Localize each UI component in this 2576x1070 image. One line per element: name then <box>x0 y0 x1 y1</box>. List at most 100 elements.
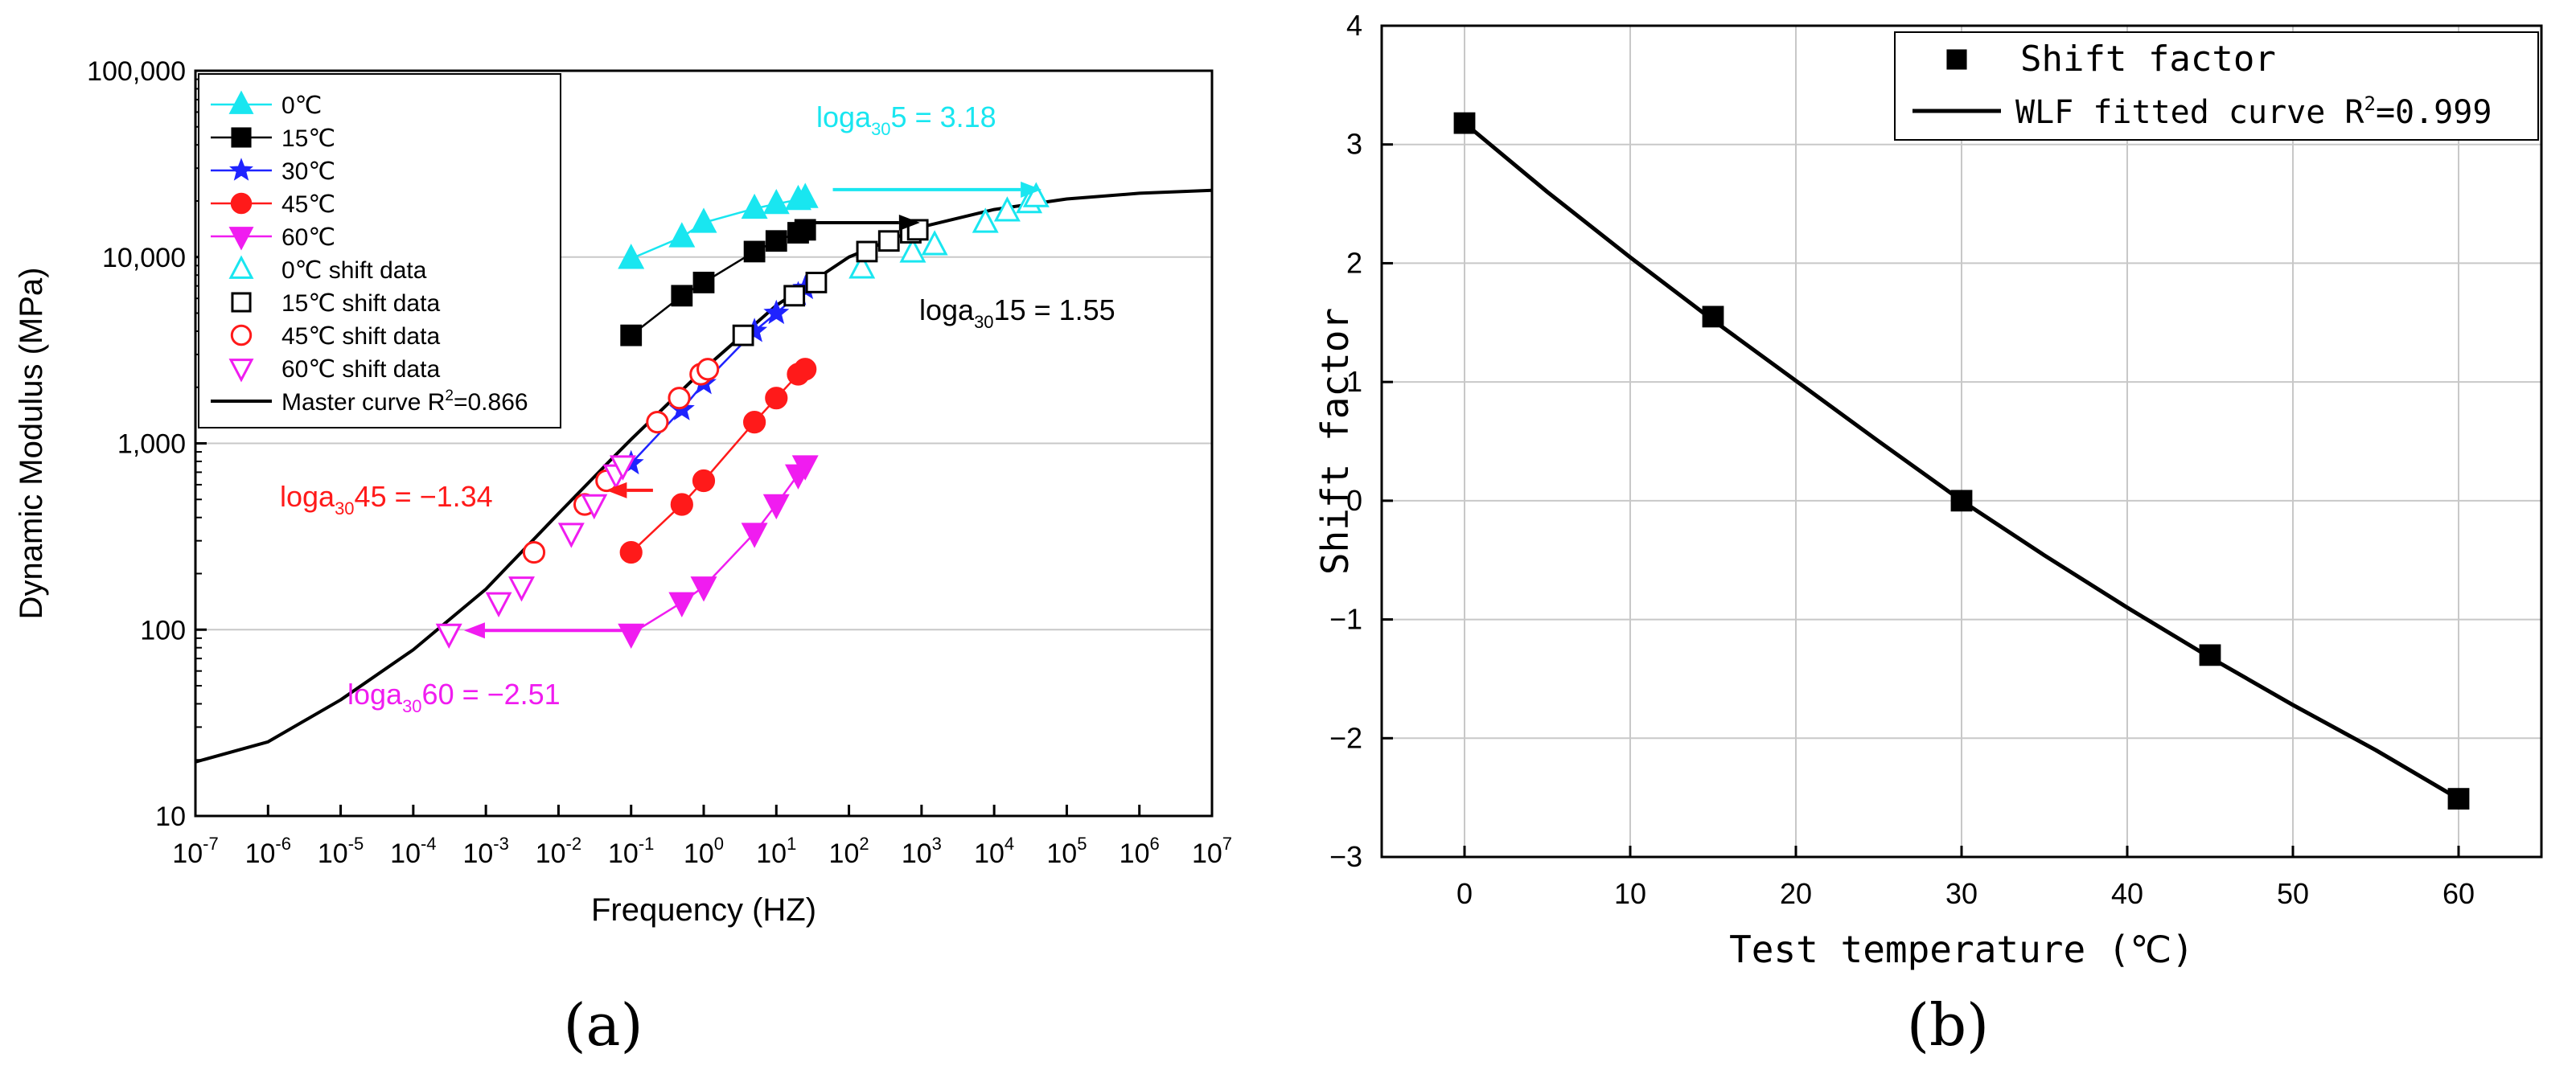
series-1-point-0 <box>620 324 643 346</box>
series-1-point-2 <box>692 272 715 293</box>
series-0-point-6 <box>791 182 819 208</box>
x-tick-base-6: 10 <box>608 838 639 869</box>
series-8-point-1 <box>485 592 512 618</box>
series-4-point-1 <box>668 592 696 618</box>
series-8-point-0 <box>435 623 462 650</box>
annotation-1-arrow <box>811 214 920 231</box>
x-tick-base-14: 10 <box>1192 838 1222 869</box>
legend-a-marker-2 <box>229 158 253 181</box>
x-tick-exponent-14: 7 <box>1222 834 1232 854</box>
legend-a-marker-6 <box>231 292 252 313</box>
series-1-point-3 <box>743 240 766 263</box>
legend-a-entry-2-name: 30℃ <box>281 158 335 185</box>
legend-a-entry-0: 0℃ <box>281 92 322 119</box>
series-3-point-4 <box>765 387 788 410</box>
annotation-3-rest: 60 = −2.51 <box>422 678 561 711</box>
series-3-point-0 <box>619 540 643 564</box>
series-0-point-2 <box>690 207 717 233</box>
legend-a-marker-3 <box>230 192 253 215</box>
panel-a-label: (a) <box>563 991 643 1059</box>
legend-a-entry-2: 30℃ <box>281 158 335 185</box>
series-6-point-1 <box>783 285 806 307</box>
legend-a-marker-0 <box>228 90 254 114</box>
legend-b-entry-1-sup: 2 <box>2364 92 2375 115</box>
series-4-point-3 <box>741 523 768 548</box>
legend-a-marker-5 <box>228 255 254 279</box>
b-y-tick-label-7: 4 <box>1346 9 1362 42</box>
x-tick-exponent-11: 4 <box>1005 834 1014 854</box>
x-tick-label-13: 106 <box>1120 834 1160 869</box>
series-6-point-4 <box>877 230 900 252</box>
x-tick-label-8: 101 <box>756 834 796 869</box>
annotation-1: loga3015 = 1.55 <box>919 293 1115 332</box>
b-x-tick-label-0: 0 <box>1456 877 1473 910</box>
legend-a-marker-1 <box>231 127 252 148</box>
series-1-point-6 <box>794 219 816 241</box>
legend-a-entry-0-name: 0℃ <box>281 92 322 119</box>
x-tick-base-5: 10 <box>536 838 566 869</box>
legend-a-entry-3: 45℃ <box>281 191 335 218</box>
b-y-tick-label-6: 3 <box>1346 128 1362 161</box>
x-tick-base-3: 10 <box>390 838 421 869</box>
x-tick-exponent-5: -2 <box>566 834 582 854</box>
b-x-tick-label-6: 60 <box>2442 877 2475 910</box>
x-tick-base-9: 10 <box>829 838 860 869</box>
legend-b-entry-1-name: WLF fitted curve R <box>2015 94 2364 131</box>
x-tick-base-8: 10 <box>756 838 787 869</box>
legend-b-frame <box>1894 31 2539 141</box>
series-8-point-2 <box>508 576 535 602</box>
b-shift-factor-point-1 <box>1702 305 1724 328</box>
annotation-1-rest: 15 = 1.55 <box>994 293 1115 326</box>
y-tick-label-2: 1,000 <box>117 429 186 460</box>
x-tick-exponent-12: 5 <box>1077 834 1087 854</box>
x-tick-exponent-8: 1 <box>787 834 796 854</box>
b-shift-factor-point-3 <box>2199 644 2221 666</box>
panel-b-chart: 0 10 20 30 40 50 60 −3 −2 −1 0 1 2 3 4 Test temperature… <box>1313 9 2543 971</box>
annotation-2: loga3045 = −1.34 <box>280 480 493 519</box>
b-shift-factor-point-0 <box>1453 112 1476 134</box>
b-y-tick-label-4: 1 <box>1346 365 1362 398</box>
series-5-point-3 <box>972 207 999 233</box>
arrow-head-2 <box>606 482 627 498</box>
x-tick-label-1: 10-6 <box>245 834 291 869</box>
x-tick-base-10: 10 <box>902 838 932 869</box>
panel-b-label: (b) <box>1907 991 1989 1059</box>
legend-a-entry-4-name: 60℃ <box>281 224 335 251</box>
series-8-point-4 <box>581 494 608 520</box>
y-tick-label-0: 10 <box>155 801 186 832</box>
annotation-0: loga305 = 3.18 <box>816 100 996 139</box>
series-5-point-2 <box>921 230 948 256</box>
x-tick-exponent-7: 0 <box>714 834 724 854</box>
series-7-point-0 <box>522 540 546 564</box>
legend-a-entry-1: 15℃ <box>281 125 335 152</box>
legend-b-entry-0-name: Shift factor <box>2020 39 2276 80</box>
series-6-point-3 <box>856 240 878 263</box>
x-tick-label-5: 10-2 <box>536 834 581 869</box>
annotation-0-arrow <box>832 181 1042 198</box>
x-tick-exponent-4: -3 <box>493 834 509 854</box>
legend-b-entry-1: WLF fitted curve R2=0.999 <box>2015 92 2492 131</box>
x-tick-base-12: 10 <box>1046 838 1077 869</box>
x-tick-label-3: 10-4 <box>390 834 436 869</box>
x-tick-exponent-1: -6 <box>275 834 291 854</box>
series-5-point-6 <box>1022 182 1050 207</box>
legend-a-frame <box>198 73 561 428</box>
x-tick-label-6: 10-1 <box>608 834 654 869</box>
x-tick-exponent-3: -4 <box>421 834 437 854</box>
x-tick-label-0: 10-7 <box>172 834 218 869</box>
b-y-tick-label-1: −2 <box>1329 721 1362 754</box>
b-y-tick-label-2: −1 <box>1329 603 1362 636</box>
x-tick-base-0: 10 <box>172 838 203 869</box>
arrow-head-1 <box>898 214 920 231</box>
legend-a-marker-4 <box>228 227 254 251</box>
legend-b-marker-0 <box>1946 49 1967 70</box>
legend-a-entry-8: 60℃ shift data <box>281 356 440 383</box>
annotation-2-base: loga <box>280 480 335 513</box>
series-3-point-2 <box>692 469 716 493</box>
legend-a-marker-7 <box>230 324 253 346</box>
annotation-3: loga3060 = −2.51 <box>347 678 561 716</box>
x-tick-label-4: 10-3 <box>462 834 508 869</box>
legend-a-entry-9-name: Master curve R <box>281 389 445 416</box>
